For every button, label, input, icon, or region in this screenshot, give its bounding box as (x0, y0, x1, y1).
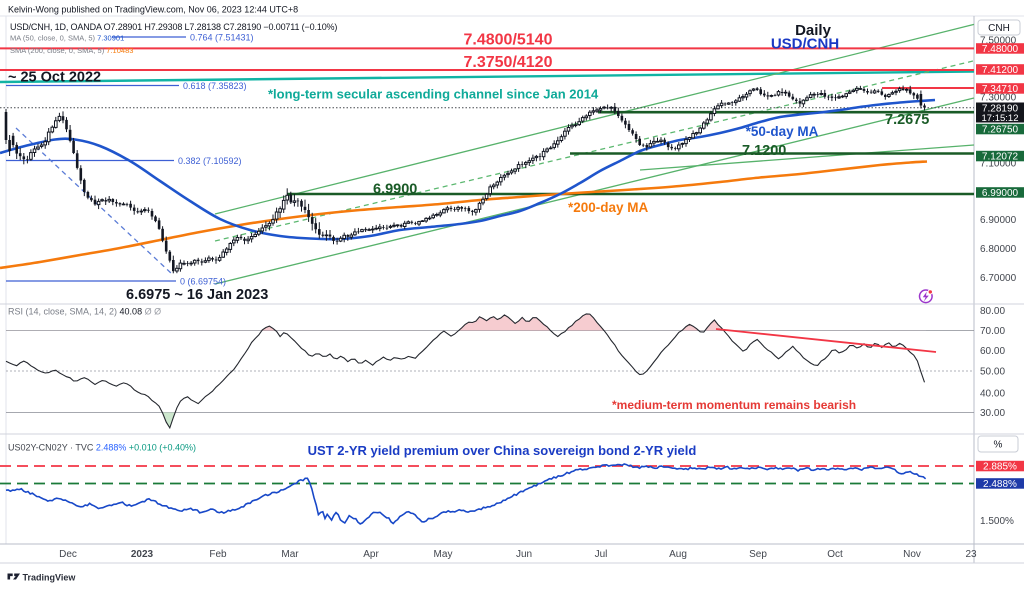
svg-text:6.99000: 6.99000 (982, 188, 1019, 199)
svg-text:7.1200: 7.1200 (742, 143, 786, 159)
svg-text:7.26750: 7.26750 (982, 125, 1019, 136)
svg-text:60.00: 60.00 (980, 346, 1005, 357)
svg-text:7.48000: 7.48000 (982, 44, 1019, 55)
svg-text:May: May (434, 549, 453, 560)
svg-text:*200-day MA: *200-day MA (568, 200, 649, 215)
svg-text:7.30000: 7.30000 (980, 93, 1017, 104)
svg-text:US02Y-CN02Y · TVC 2.488% +0.: US02Y-CN02Y · TVC 2.488% +0.010 (+0.40%) (8, 443, 196, 453)
svg-text:6.9900: 6.9900 (373, 182, 417, 198)
svg-text:0 (6.69754): 0 (6.69754) (180, 277, 226, 287)
svg-text:7.2675: 7.2675 (885, 112, 929, 128)
svg-text:6.6975 ~ 16 Jan 2023: 6.6975 ~ 16 Jan 2023 (126, 287, 268, 303)
svg-text:*long-term secular ascending c: *long-term secular ascending channel sin… (268, 87, 599, 102)
svg-text:0.618 (7.35823): 0.618 (7.35823) (183, 81, 247, 91)
svg-text:Apr: Apr (363, 549, 379, 560)
svg-text:SMA (200, close, 0, SMA, 5) 7: SMA (200, close, 0, SMA, 5) 7.10483 (10, 46, 133, 55)
svg-text:Feb: Feb (209, 549, 227, 560)
svg-text:7.4800/5140: 7.4800/5140 (464, 32, 553, 49)
svg-text:Sep: Sep (749, 549, 767, 560)
svg-text:2.488%: 2.488% (983, 479, 1017, 490)
svg-text:6.70000: 6.70000 (980, 273, 1017, 284)
svg-text:Kelvin-Wong published on Tradi: Kelvin-Wong published on TradingView.com… (8, 5, 298, 15)
svg-text:Jun: Jun (516, 549, 532, 560)
svg-text:CNH: CNH (988, 23, 1010, 34)
svg-text:Daily: Daily (795, 22, 832, 39)
svg-text:70.00: 70.00 (980, 326, 1005, 337)
svg-text:*50-day MA: *50-day MA (746, 124, 819, 139)
svg-text:40.00: 40.00 (980, 388, 1005, 399)
svg-text:Oct: Oct (827, 549, 843, 560)
svg-text:Nov: Nov (903, 549, 921, 560)
svg-text:6.90000: 6.90000 (980, 215, 1017, 226)
svg-text:Jul: Jul (595, 549, 608, 560)
svg-text:17:15:12: 17:15:12 (982, 113, 1019, 124)
svg-text:TradingView: TradingView (23, 573, 77, 583)
svg-text:7.50000: 7.50000 (980, 36, 1017, 47)
svg-text:1.500%: 1.500% (980, 516, 1014, 527)
svg-text:0.764 (7.51431): 0.764 (7.51431) (190, 33, 254, 43)
svg-text:USD/CNH, 1D, OANDA O7.28901 H7: USD/CNH, 1D, OANDA O7.28901 H7.29308 L7.… (10, 22, 337, 32)
svg-text:6.80000: 6.80000 (980, 244, 1017, 255)
svg-text:~ 25 Oct 2022: ~ 25 Oct 2022 (8, 70, 101, 86)
svg-text:50.00: 50.00 (980, 367, 1005, 378)
svg-text:Dec: Dec (59, 549, 77, 560)
svg-text:2023: 2023 (131, 549, 154, 560)
svg-text:MA (50, close, 0, SMA, 5) 7.3: MA (50, close, 0, SMA, 5) 7.30901 (10, 34, 124, 43)
svg-text:7.34710: 7.34710 (982, 84, 1019, 95)
svg-text:7.28190: 7.28190 (982, 104, 1019, 115)
svg-text:Mar: Mar (281, 549, 299, 560)
svg-text:7.41200: 7.41200 (982, 65, 1019, 76)
svg-text:80.00: 80.00 (980, 306, 1005, 317)
svg-text:0.382 (7.10592): 0.382 (7.10592) (178, 156, 242, 166)
svg-text:7.12072: 7.12072 (982, 152, 1019, 163)
svg-text:2.885%: 2.885% (983, 462, 1017, 473)
svg-text:%: % (994, 440, 1003, 451)
svg-text:7.10000: 7.10000 (980, 159, 1017, 170)
svg-text:30.00: 30.00 (980, 408, 1005, 419)
svg-text:23: 23 (965, 549, 977, 560)
svg-text:UST 2-YR yield premium over Ch: UST 2-YR yield premium over China sovere… (308, 443, 697, 458)
svg-text:Aug: Aug (669, 549, 687, 560)
svg-text:USD/CNH: USD/CNH (771, 36, 839, 53)
svg-text:RSI (14, close, SMA, 14, 2) 4: RSI (14, close, SMA, 14, 2) 40.08 Ø Ø (8, 307, 161, 317)
svg-text:7.3750/4120: 7.3750/4120 (464, 54, 553, 71)
svg-text:*medium-term momentum remains: *medium-term momentum remains bearish (612, 398, 856, 412)
